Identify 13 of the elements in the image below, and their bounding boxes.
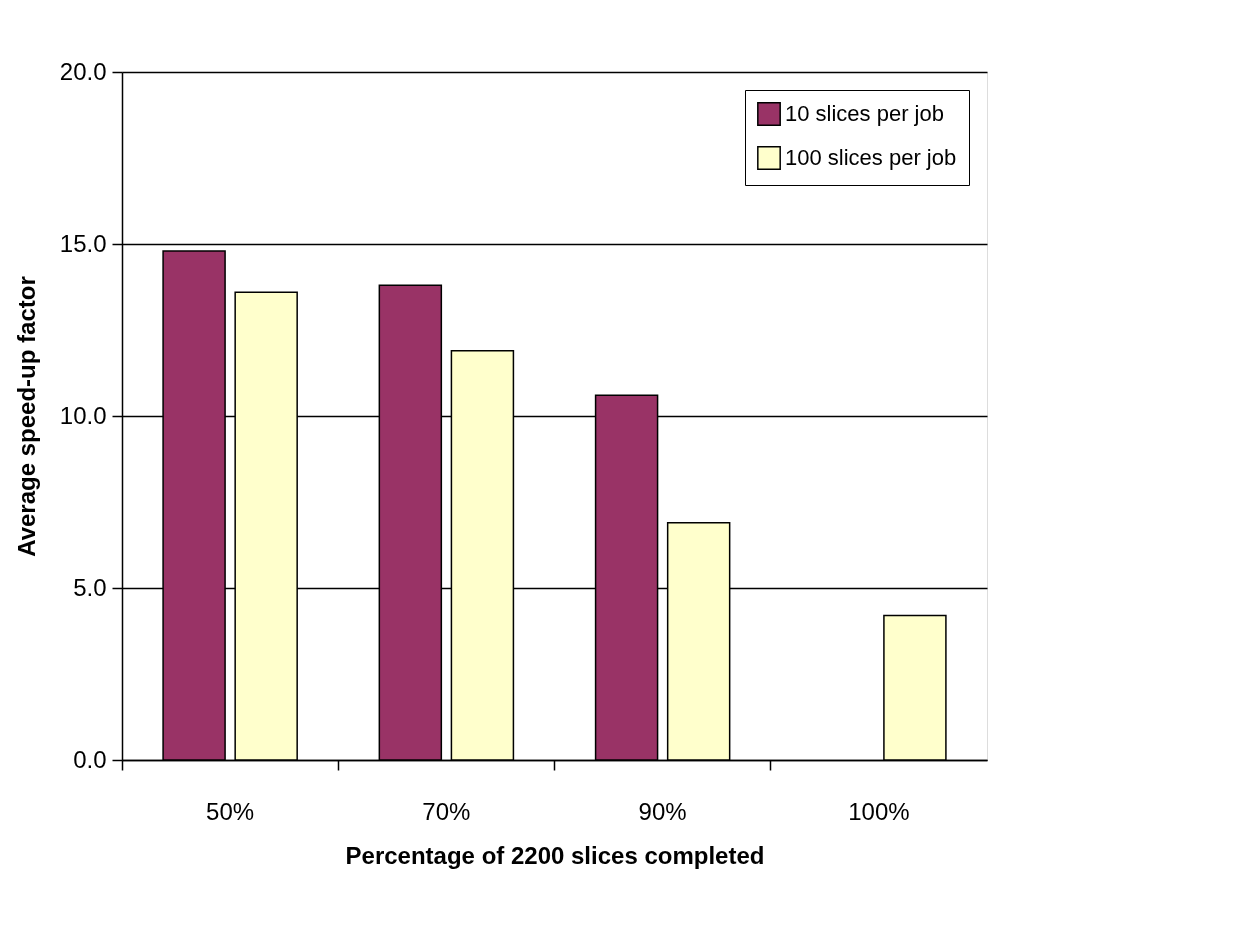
x-tick-label: 100% xyxy=(848,797,910,825)
legend-label: 10 slices per job xyxy=(785,101,944,126)
legend-label: 100 slices per job xyxy=(785,145,957,170)
x-tick-label: 90% xyxy=(638,797,687,825)
x-axis-title: Percentage of 2200 slices completed xyxy=(345,841,765,869)
x-tick-label: 70% xyxy=(422,797,471,825)
y-tick-label: 10.0 xyxy=(59,401,107,429)
y-tick-label: 15.0 xyxy=(59,229,107,257)
y-tick-label: 0.0 xyxy=(73,745,107,773)
y-axis-title: Average speed-up factor xyxy=(12,276,40,557)
y-tick-label: 20.0 xyxy=(59,57,107,85)
x-tick-label: 50% xyxy=(206,797,255,825)
y-tick-label: 5.0 xyxy=(73,573,107,601)
